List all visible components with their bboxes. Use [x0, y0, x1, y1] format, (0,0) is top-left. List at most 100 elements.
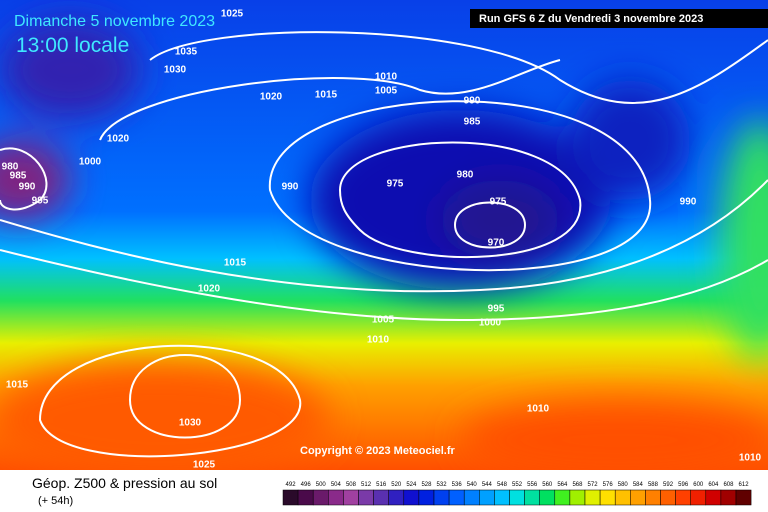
scale-label: 556	[527, 482, 538, 488]
scale-label: 512	[361, 482, 372, 488]
scale-label: 536	[452, 482, 463, 488]
isobar-label: 1015	[6, 380, 29, 391]
scale-cell	[509, 489, 525, 506]
scale-cell	[705, 489, 722, 506]
scale-label: 516	[376, 482, 387, 488]
scale-label: 592	[663, 482, 674, 488]
isobar-label: 1005	[375, 86, 398, 97]
footer-title: Géop. Z500 & pression au sol	[32, 475, 217, 491]
scale-cell	[388, 489, 405, 506]
copyright: Copyright © 2023 Meteociel.fr	[300, 445, 456, 457]
scale-label: 508	[346, 482, 357, 488]
isobar-label: 990	[464, 96, 481, 107]
scale-cell	[569, 489, 586, 506]
scale-cell	[418, 489, 435, 506]
isobar-label: 975	[387, 179, 404, 190]
scale-label: 500	[316, 482, 327, 488]
scale-label: 532	[437, 482, 448, 488]
scale-cell	[358, 489, 374, 506]
scale-label: 596	[678, 482, 689, 488]
run-box	[470, 9, 768, 28]
isobar-label: 995	[488, 304, 505, 315]
isobars	[0, 31, 768, 458]
scale-cell	[599, 489, 616, 506]
scale-label: 584	[633, 482, 644, 488]
scale-label: 496	[301, 482, 312, 488]
scale-label: 504	[331, 482, 342, 488]
scale-label: 524	[406, 482, 417, 488]
scale-cell	[675, 489, 691, 506]
scale-cell	[645, 489, 661, 506]
scale-label: 572	[588, 482, 599, 488]
isobar-label: 1005	[372, 315, 395, 326]
scale-cell	[690, 489, 707, 506]
scale-label: 520	[391, 482, 402, 488]
isobar-label: 995	[32, 196, 49, 207]
scale-cell	[584, 489, 601, 506]
isobar-label: 990	[680, 197, 697, 208]
scale-cell	[524, 489, 540, 506]
map-date: Dimanche 5 novembre 2023	[14, 13, 215, 30]
isobar-label: 1010	[367, 335, 390, 346]
isobar-label: 980	[2, 162, 19, 173]
scale-label: 608	[723, 482, 734, 488]
isobar-label: 980	[457, 170, 474, 181]
isobar-label: 1015	[315, 90, 338, 101]
scale-cell	[614, 489, 631, 506]
color-scale: 492 496 500 504 508 512 516 520 524 528 532 536 540 5…	[282, 482, 752, 506]
scale-label: 540	[467, 482, 478, 488]
isobar-label: 1010	[375, 72, 398, 83]
scale-cell	[630, 489, 646, 506]
scale-cell	[494, 489, 510, 506]
scale-cell	[433, 489, 450, 506]
isobar-label: 970	[488, 238, 505, 249]
isobar-label: 1030	[179, 418, 202, 429]
isobar-label: 1000	[79, 157, 102, 168]
isobar-label: 985	[464, 117, 481, 128]
scale-label: 528	[421, 482, 432, 488]
scale-label: 580	[618, 482, 629, 488]
scale-cell	[720, 489, 737, 506]
scale-label: 568	[572, 482, 583, 488]
scale-label: 604	[708, 482, 719, 488]
scale-label: 588	[648, 482, 659, 488]
scale-cell	[343, 489, 359, 506]
isobar-label: 1010	[739, 453, 762, 464]
scale-cell	[479, 489, 495, 506]
scale-cell	[735, 489, 752, 506]
isobar-label: 1025	[193, 460, 216, 471]
scale-cell	[328, 489, 344, 506]
run-label: Run GFS 6 Z du Vendredi 3 novembre 2023	[479, 13, 703, 25]
map-local-time: 13:00 locale	[16, 34, 129, 57]
scale-cell	[554, 489, 571, 506]
scale-label: 548	[497, 482, 508, 488]
scale-label: 564	[557, 482, 568, 488]
isobar-label: 975	[490, 197, 507, 208]
scale-label: 492	[286, 482, 297, 488]
isobar-label: 1010	[527, 404, 550, 415]
scale-cell	[539, 489, 556, 506]
scale-label: 560	[542, 482, 553, 488]
scale-cell	[373, 489, 389, 506]
scale-cell	[463, 489, 480, 506]
scale-cell	[297, 489, 314, 506]
isobar-label: 1030	[164, 65, 187, 76]
scale-label: 612	[739, 482, 750, 488]
isobar-label: 1015	[224, 258, 247, 269]
isobar-label: 985	[10, 171, 27, 182]
isobar-label: 1000	[479, 318, 502, 329]
isobar-label: 1025	[221, 9, 244, 20]
scale-label: 600	[693, 482, 704, 488]
scale-cell	[403, 489, 420, 506]
fields	[0, 20, 768, 480]
isobar-label: 990	[282, 182, 299, 193]
scale-label: 544	[482, 482, 493, 488]
scale-cell	[282, 489, 299, 506]
isobar-label: 990	[19, 182, 36, 193]
scale-label: 552	[512, 482, 523, 488]
scale-label: 576	[603, 482, 614, 488]
footer-lead: (+ 54h)	[38, 495, 73, 507]
isobar-label: 1035	[175, 47, 198, 58]
isobar-label: 1020	[198, 284, 221, 295]
